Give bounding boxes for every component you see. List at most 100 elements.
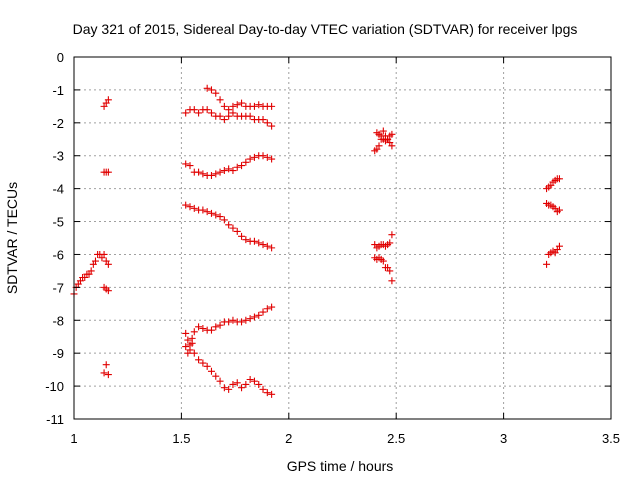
data-point — [268, 390, 276, 398]
data-point — [268, 303, 276, 311]
data-point — [216, 112, 224, 120]
data-point — [225, 165, 233, 173]
data-point — [195, 109, 203, 117]
data-point — [186, 346, 194, 354]
data-point — [259, 116, 267, 124]
data-point — [91, 257, 99, 265]
series-arc-2.4-c — [371, 231, 396, 252]
plot-frame — [73, 56, 612, 420]
data-point — [186, 203, 194, 211]
data-point — [259, 385, 267, 393]
x-tick-label: 1 — [70, 431, 77, 446]
data-point — [379, 257, 387, 265]
data-point — [225, 318, 233, 326]
data-point — [212, 372, 220, 380]
data-point — [233, 379, 241, 387]
data-point — [246, 112, 254, 120]
data-point — [220, 167, 228, 175]
data-point — [207, 367, 215, 375]
data-point — [195, 323, 203, 331]
data-point — [255, 311, 263, 319]
data-point — [242, 158, 250, 166]
data-point — [233, 163, 241, 171]
series-arc-1.5-e — [182, 303, 276, 349]
y-tick-label: -11 — [46, 412, 64, 427]
series-arc-1.0-b — [100, 361, 112, 379]
series-arc-1.5-a — [182, 106, 276, 130]
data-point — [229, 109, 237, 117]
y-tick-label: -10 — [45, 379, 64, 394]
data-point — [100, 250, 108, 258]
x-tick-label: 3.5 — [602, 431, 620, 446]
data-point — [184, 336, 192, 344]
data-points — [70, 84, 563, 398]
data-point — [555, 242, 563, 250]
data-point — [182, 329, 190, 337]
series-arc-3.2-a — [543, 175, 563, 193]
data-point — [379, 127, 387, 135]
data-point — [229, 316, 237, 324]
data-point — [216, 96, 224, 104]
data-point — [242, 236, 250, 244]
data-point — [225, 106, 233, 114]
data-point — [263, 242, 271, 250]
data-point — [250, 102, 258, 110]
data-point — [216, 168, 224, 176]
data-point — [190, 204, 198, 212]
data-point — [255, 101, 263, 109]
data-point — [386, 267, 394, 275]
x-tick-label: 2.5 — [387, 431, 405, 446]
data-point — [250, 237, 258, 245]
data-point — [220, 102, 228, 110]
data-point — [255, 239, 263, 247]
data-point — [104, 96, 112, 104]
series-arc-1.5-d — [182, 201, 276, 252]
data-point — [216, 213, 224, 221]
data-point — [246, 315, 254, 323]
data-point — [216, 377, 224, 385]
data-point — [182, 343, 190, 351]
data-point — [263, 389, 271, 397]
y-tick-label: 0 — [57, 50, 64, 65]
data-point — [182, 160, 190, 168]
data-point — [263, 119, 271, 127]
data-point — [212, 89, 220, 97]
data-point — [195, 356, 203, 364]
data-point — [207, 209, 215, 217]
data-point — [246, 155, 254, 163]
data-point — [229, 167, 237, 175]
data-point — [238, 99, 246, 107]
data-point — [233, 227, 241, 235]
data-point — [199, 359, 207, 367]
data-point — [203, 84, 211, 92]
data-point — [100, 369, 108, 377]
data-point — [242, 316, 250, 324]
data-point — [229, 102, 237, 110]
data-point — [203, 106, 211, 114]
series-arc-2.4-d — [371, 254, 396, 285]
data-point — [186, 162, 194, 170]
data-point — [220, 384, 228, 392]
y-tick-label: -3 — [52, 149, 64, 164]
x-tick-label: 2 — [285, 431, 292, 446]
series-arc-3.2-b — [543, 199, 563, 216]
data-point — [212, 323, 220, 331]
data-point — [104, 371, 112, 379]
y-tick-label: -8 — [52, 313, 64, 328]
data-point — [195, 168, 203, 176]
data-point — [259, 308, 267, 316]
data-point — [250, 313, 258, 321]
y-tick-label: -5 — [52, 215, 64, 230]
data-point — [388, 130, 396, 138]
series-arc-3.2-c — [543, 242, 563, 268]
data-point — [182, 109, 190, 117]
data-point — [104, 260, 112, 268]
grid-lines — [74, 57, 611, 419]
data-point — [102, 361, 110, 369]
data-point — [388, 277, 396, 285]
data-point — [207, 171, 215, 179]
data-point — [87, 267, 95, 275]
data-point — [268, 244, 276, 252]
data-point — [225, 221, 233, 229]
series-arc-1.0-d — [100, 96, 112, 110]
